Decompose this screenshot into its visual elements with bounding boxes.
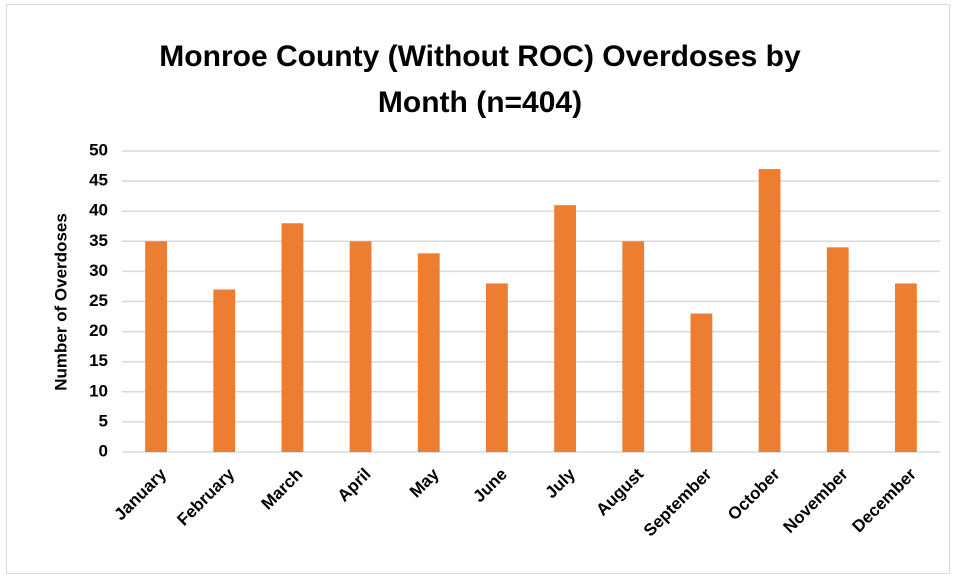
y-tick-label: 10 — [89, 381, 108, 400]
x-tick-label: May — [406, 464, 443, 501]
x-tick-label: August — [592, 464, 647, 519]
chart-title: Monroe County (Without ROC) Overdoses by… — [159, 40, 801, 119]
x-tick-label: December — [848, 464, 920, 536]
x-tick-label: October — [724, 464, 784, 524]
bar — [826, 247, 849, 452]
bar — [417, 253, 440, 452]
x-tick-label: June — [469, 465, 510, 506]
x-tick-label: April — [334, 465, 375, 506]
y-tick-label: 15 — [89, 351, 108, 370]
y-axis-label: Number of Overdoses — [51, 213, 70, 391]
bar — [554, 205, 576, 452]
bar — [758, 169, 781, 452]
bar — [145, 241, 167, 452]
bar — [690, 313, 713, 452]
chart-frame — [6, 4, 950, 574]
bar — [349, 241, 372, 452]
bar — [895, 283, 917, 452]
bar — [213, 289, 236, 452]
y-tick-label: 20 — [89, 321, 108, 340]
y-tick-label: 45 — [89, 171, 108, 190]
y-tick-label: 40 — [89, 201, 108, 220]
y-tick-label: 0 — [99, 441, 108, 460]
y-tick-label: 30 — [89, 261, 108, 280]
bar — [281, 223, 304, 452]
y-tick-label: 50 — [89, 140, 108, 159]
y-tick-label: 35 — [89, 231, 108, 250]
x-tick-label: March — [258, 465, 307, 514]
x-tick-label: February — [173, 464, 238, 529]
bar — [622, 241, 645, 452]
x-tick-label: January — [111, 464, 171, 524]
x-tick-label: September — [640, 464, 716, 540]
x-tick-label: November — [780, 464, 852, 536]
x-tick-label: July — [542, 464, 580, 502]
y-tick-label: 5 — [99, 411, 108, 430]
bar — [486, 283, 508, 452]
y-tick-label: 25 — [89, 291, 108, 310]
